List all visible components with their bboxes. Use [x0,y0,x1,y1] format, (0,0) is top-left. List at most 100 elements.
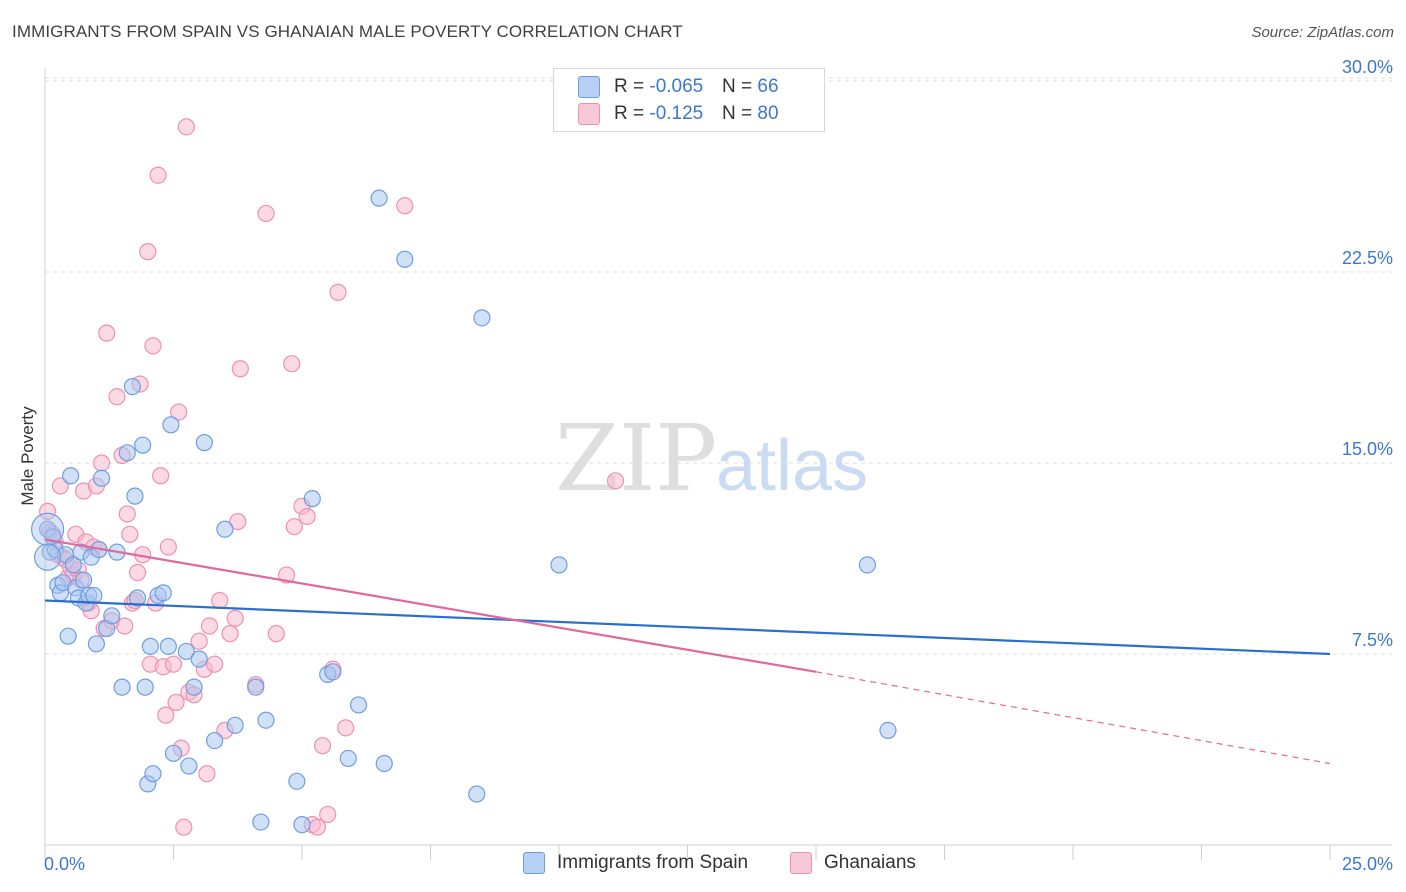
x-tick-label: 0.0% [44,854,85,874]
spain-point [858,556,877,574]
spain-point [550,556,568,574]
ghanaians-point [164,655,183,673]
ghana-swatch [790,852,812,874]
legend-label: Immigrants from Spain [557,852,749,873]
spain-point [879,721,897,740]
x-tick-label: 25.0% [1342,854,1393,874]
ghanaians-point [221,625,239,643]
n-label: N = [722,76,758,97]
ghanaians-point [152,467,170,485]
spain-point [252,813,270,831]
ghanaians-point [116,617,134,635]
y-tick-label: 7.5% [1352,630,1393,650]
spain-point [118,444,136,462]
ghanaians-point [108,388,126,406]
spain-point [177,642,195,661]
ghanaians-point [175,818,193,836]
spain-point [247,678,265,696]
ghanaians-point [144,337,162,355]
spain-point [257,711,275,729]
ghanaians-point [139,243,157,261]
spain-point [59,627,77,645]
ghanaians-point [206,655,224,673]
r-value: -0.065 [649,76,704,97]
spain-point [62,467,80,485]
spain-point [288,772,306,790]
ghanaians-point [298,507,316,526]
ghanaians-point [226,609,244,627]
spain-point [162,416,180,434]
spain-point [206,731,224,750]
ghanaians-point [606,472,625,490]
stats-legend-row-spain: R = -0.065 N = 66 [578,75,786,99]
stats-legend-row-ghana: R = -0.125 N = 80 [578,102,786,126]
spain-point [339,749,357,768]
spain-point [473,309,491,327]
spain-point [303,490,321,508]
stats-legend: R = -0.065 N = 66 R = -0.125 N = 80 [553,68,825,132]
ghanaians-point [118,505,136,523]
ghanaians-points [38,118,625,836]
spain-point [30,512,65,546]
tick-labels: 7.5% 15.0% 22.5% 30.0% 0.0% 25.0% [44,57,1393,874]
spain-swatch [578,76,600,98]
ghanaians-trend-extension [815,671,1331,765]
r-label: R = [614,76,650,97]
ghanaians-point [128,563,147,582]
spain-point [85,586,103,605]
ghanaians-point [319,805,337,824]
y-tick-label: 22.5% [1342,248,1393,268]
spain-point [134,436,152,454]
spain-point [190,650,208,668]
ghanaians-point [396,197,414,215]
ghanaians-point [121,525,139,543]
spain-point [128,589,147,607]
ghanaians-point [231,360,249,378]
spain-point [33,543,62,571]
spain-point [324,663,342,681]
ghanaians-point [98,324,116,342]
ghanaians-point [337,719,355,737]
r-value: -0.125 [649,103,704,124]
spain-point [154,584,172,602]
ghana-swatch [578,103,600,125]
n-value: 80 [757,103,779,124]
spain-point [136,678,154,696]
ghanaians-point [283,355,301,373]
ghanaians-point [38,502,57,520]
spain-trend-line [44,599,1331,656]
ghanaians-point [149,166,167,184]
ghanaians-point [211,591,229,610]
legend-item-ghanaians[interactable]: Ghanaians [790,852,916,874]
spain-point [396,250,414,268]
spain-point [113,678,131,696]
spain-point [375,754,393,773]
spain-point [126,487,144,505]
source-credit: Source: ZipAtlas.com [1251,24,1394,41]
n-label: N = [722,103,758,124]
ghanaians-point [229,512,247,531]
ghanaians-point [157,706,175,724]
spain-point [226,716,244,734]
legend-item-spain[interactable]: Immigrants from Spain [523,852,748,874]
ghanaians-point [159,538,177,556]
spain-point [123,378,141,396]
ghanaians-trend-line [44,538,817,673]
ghanaians-point [167,693,185,711]
spain-point [293,816,311,834]
y-tick-label: 15.0% [1342,439,1393,459]
n-value: 66 [757,76,779,97]
ghanaians-point [277,566,296,584]
spain-point [349,696,368,714]
spain-point [144,765,162,783]
chart-title: IMMIGRANTS FROM SPAIN VS GHANAIAN MALE P… [12,22,683,41]
ghanaians-point [198,765,216,783]
ghanaians-point [267,625,285,643]
ghanaians-point [200,617,219,635]
legend-label: Ghanaians [824,852,916,873]
ghanaians-point [190,632,208,650]
spain-point [74,571,93,589]
spain-point [370,189,388,207]
